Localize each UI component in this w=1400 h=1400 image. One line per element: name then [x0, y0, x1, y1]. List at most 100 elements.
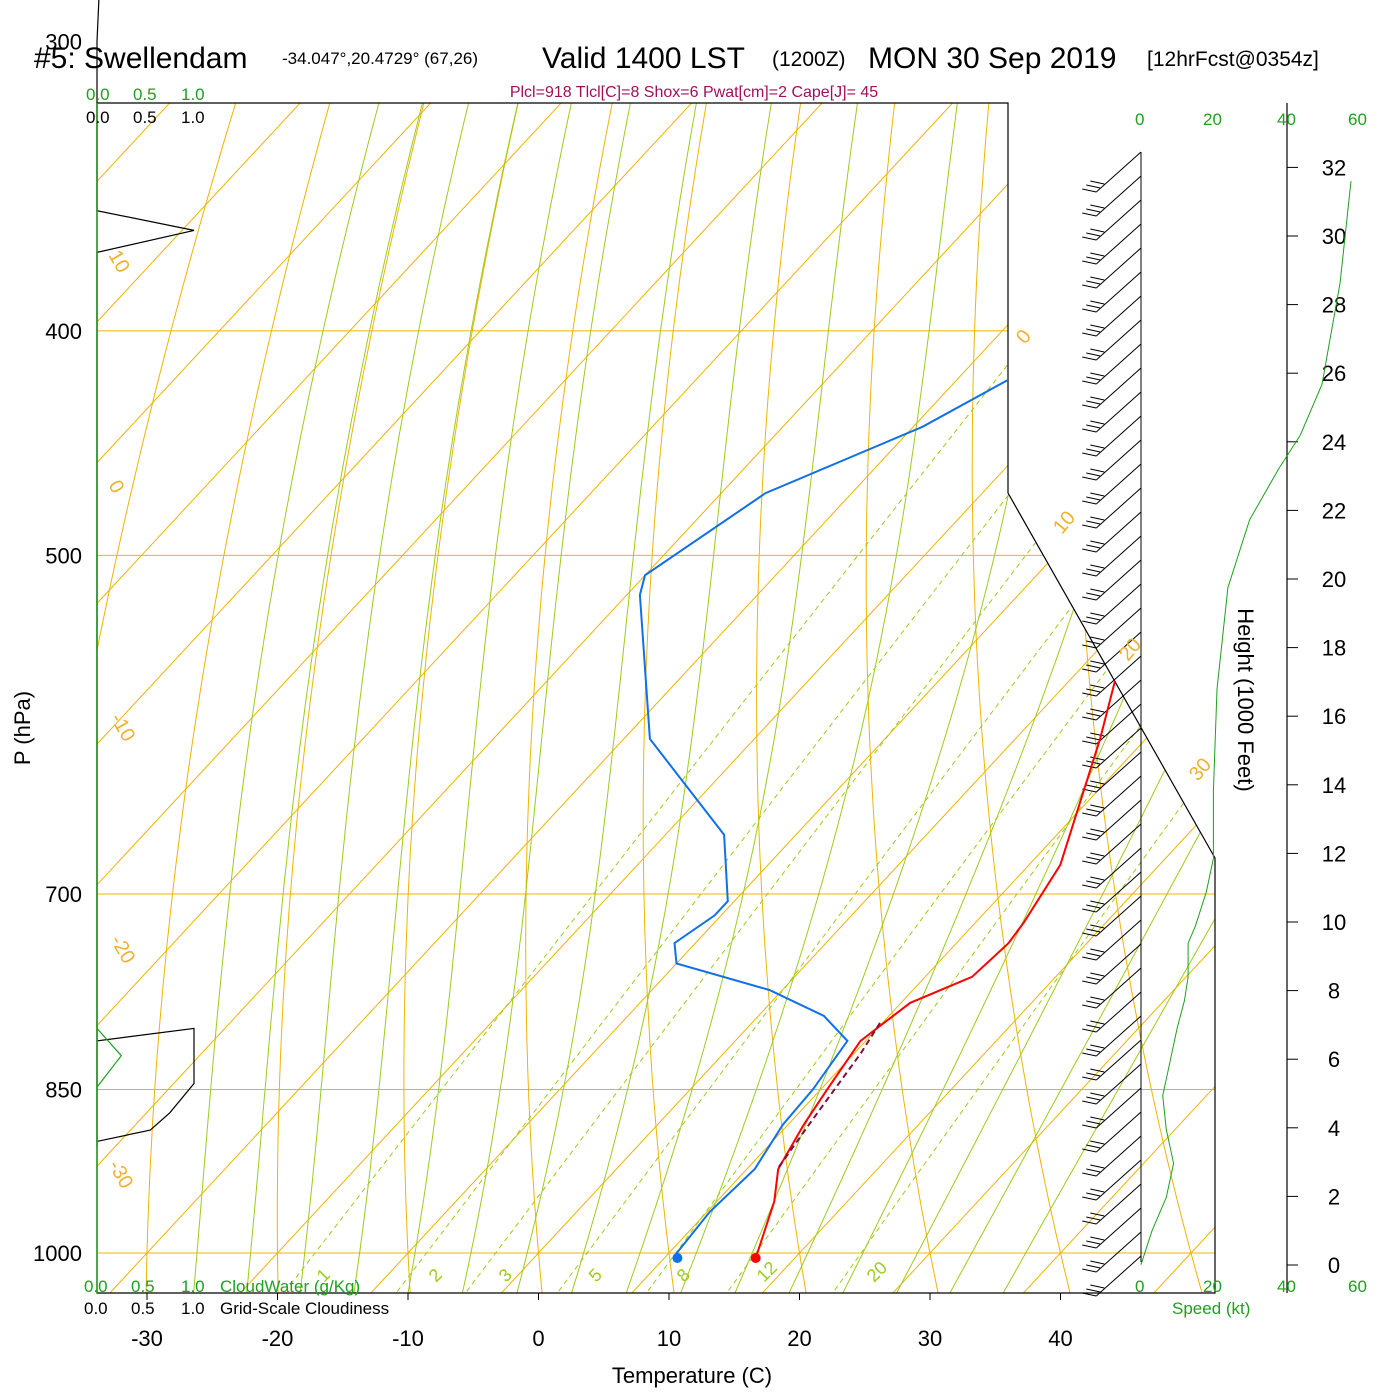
height-tick-label: 8 — [1328, 979, 1340, 1004]
wind-barb-staff — [1095, 991, 1142, 1033]
wind-speed-profile — [1140, 181, 1352, 1265]
dry-adiabat — [276, 103, 504, 1293]
wind-barb-feather — [1082, 668, 1097, 673]
bottom-scale-cl-2: 1.0 — [181, 1299, 205, 1318]
p-tick-label: 850 — [45, 1077, 82, 1102]
valid-time: Valid 1400 LST — [542, 42, 745, 75]
wind-barb-panel — [1082, 151, 1142, 1297]
wind-barb-feather — [1082, 572, 1097, 577]
wind-barb-feather — [1086, 1216, 1101, 1221]
wind-barb-feather — [1090, 1020, 1105, 1025]
wind-barb — [1082, 1039, 1142, 1081]
wind-barb-feather — [1086, 232, 1101, 237]
wind-barb — [1082, 271, 1142, 313]
speed-scale: 0 20 40 60 0 20 40 60 Speed (kt) — [1135, 110, 1367, 1318]
wind-barb — [1082, 535, 1142, 577]
wind-barb-staff — [1095, 631, 1142, 673]
x-tick-label: 40 — [1048, 1326, 1072, 1351]
wind-barb-feather — [1082, 692, 1097, 697]
wind-barb-feather — [1086, 1192, 1101, 1197]
wind-barb-feather — [1090, 1116, 1105, 1121]
wind-barb-feather — [1090, 612, 1105, 617]
wind-barb-feather — [1082, 188, 1097, 193]
wind-barb-feather — [1082, 1172, 1097, 1177]
x-tick-label: 30 — [918, 1326, 942, 1351]
wind-barb-feather — [1086, 808, 1101, 813]
wind-barb-feather — [1082, 740, 1097, 745]
wind-barb-feather — [1082, 1268, 1097, 1273]
wind-barb — [1082, 583, 1142, 625]
wind-barb-feather — [1082, 932, 1097, 937]
moist-adiabat — [240, 103, 504, 1293]
moist-adiabat — [605, 103, 907, 1293]
wind-barb-feather — [1090, 1092, 1105, 1097]
cloudiness-profile — [96, 0, 195, 1147]
wind-barb — [1082, 1231, 1142, 1273]
wind-barb-staff — [1095, 967, 1142, 1009]
wind-barb-staff — [1095, 1087, 1142, 1129]
wind-barb-feather — [1086, 1240, 1101, 1245]
wind-barb-staff — [1095, 1231, 1142, 1273]
wind-barb-staff — [1095, 415, 1142, 457]
height-tick-label: 12 — [1322, 841, 1346, 866]
wind-barb-feather — [1090, 900, 1105, 905]
wind-barb — [1082, 1015, 1142, 1057]
wind-barb-staff — [1095, 463, 1142, 505]
wind-barb-feather — [1090, 540, 1105, 545]
station-coords: -34.047°,20.4729° (67,26) — [282, 49, 478, 68]
wind-barb-feather — [1086, 616, 1101, 621]
speed-top-20: 20 — [1203, 110, 1222, 129]
wind-barb-feather — [1090, 852, 1105, 857]
wind-barb-staff — [1095, 1207, 1142, 1249]
wind-barb — [1082, 871, 1142, 913]
x-tick-label: 20 — [787, 1326, 811, 1351]
wind-barb-feather — [1090, 516, 1105, 521]
wind-barb-feather — [1086, 856, 1101, 861]
wind-barb-staff — [1095, 703, 1142, 745]
moist-adiabat — [971, 103, 1215, 1293]
wind-barb — [1082, 223, 1142, 265]
height-tick-label: 2 — [1328, 1184, 1340, 1209]
wind-barb-staff — [1095, 487, 1142, 529]
wind-barb — [1082, 1255, 1142, 1297]
moist-adiabat — [501, 103, 757, 1293]
wind-barb-feather — [1082, 1292, 1097, 1297]
wind-barb — [1082, 487, 1142, 529]
wind-barb — [1082, 1135, 1142, 1177]
moist-adiabat — [918, 103, 1215, 1293]
wind-barb — [1082, 967, 1142, 1009]
wind-barb-feather — [1086, 1072, 1101, 1077]
wind-barb-feather — [1082, 716, 1097, 721]
wind-barb-feather — [1090, 1284, 1105, 1289]
wind-barb — [1082, 727, 1142, 769]
wind-barb-feather — [1090, 444, 1105, 449]
wind-barb-staff — [1095, 775, 1142, 817]
x-tick-label: -20 — [262, 1326, 294, 1351]
wind-barb — [1082, 511, 1142, 553]
height-tick-label: 32 — [1322, 155, 1346, 180]
moist-adiabat — [866, 103, 1215, 1293]
isotherm-line — [97, 103, 436, 1293]
p-tick-label: 400 — [45, 319, 82, 344]
wind-barb-feather — [1090, 876, 1105, 881]
speed-top-60: 60 — [1348, 110, 1367, 129]
isotherm-label: 10 — [104, 247, 134, 277]
wind-barb-feather — [1082, 236, 1097, 241]
isotherm-line — [97, 103, 958, 1293]
height-tick-label: 28 — [1322, 293, 1346, 318]
wind-barb-feather — [1082, 1028, 1097, 1033]
wind-barb-feather — [1082, 1100, 1097, 1105]
wind-barb-feather — [1082, 1124, 1097, 1129]
wind-barb-staff — [1095, 1111, 1142, 1153]
wind-barb — [1082, 655, 1142, 697]
isotherm-line — [971, 103, 1215, 1293]
wind-barb-feather — [1082, 884, 1097, 889]
wind-barb — [1082, 439, 1142, 481]
wind-barb-feather — [1082, 1076, 1097, 1081]
wind-barb-feather — [1086, 328, 1101, 333]
wind-barb — [1082, 895, 1142, 937]
wind-barb — [1082, 847, 1142, 889]
wind-barb-feather — [1086, 472, 1101, 477]
wind-barb — [1082, 319, 1142, 361]
